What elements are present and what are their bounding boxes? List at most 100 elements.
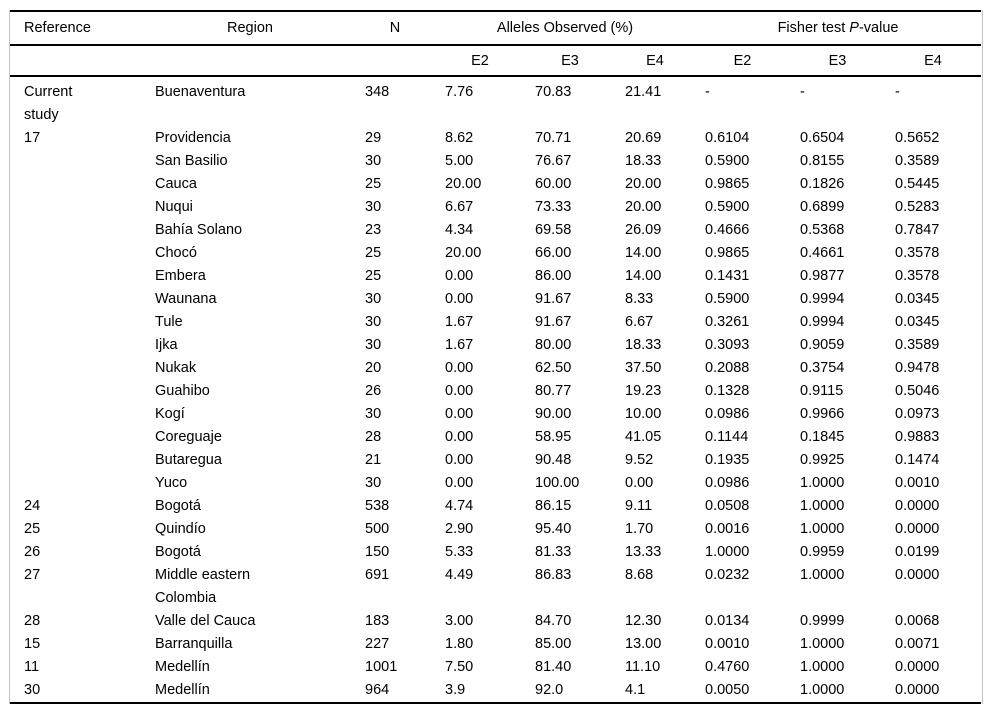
cell-fisher-e4: 0.9883 bbox=[895, 429, 940, 445]
cell-fisher-e4: 0.0000 bbox=[895, 521, 940, 537]
cell-alleles-e4: 20.69 bbox=[625, 130, 662, 146]
cell-fisher-e2: 0.0134 bbox=[705, 613, 750, 629]
subheader-fisher-e3: E3 bbox=[790, 45, 886, 77]
cell-alleles-e2: 5.00 bbox=[445, 153, 474, 169]
cell-n: 30 bbox=[365, 475, 382, 491]
table-row: Bahía Solano 23 4.34 69.58 26.09 0.4666 0.5368… bbox=[10, 219, 981, 242]
cell-reference bbox=[10, 196, 145, 219]
cell-alleles-e3: 73.33 bbox=[535, 199, 572, 215]
cell-fisher-e2: 0.5900 bbox=[705, 291, 750, 307]
cell-fisher-e3: 0.9994 bbox=[800, 314, 845, 330]
cell-alleles-e2: 0.00 bbox=[445, 360, 474, 376]
cell-n: 538 bbox=[365, 498, 390, 514]
cell-region: Butaregua bbox=[155, 452, 222, 468]
cell-fisher-e3: - bbox=[800, 84, 805, 100]
table-row: Guahibo 26 0.00 80.77 19.23 0.1328 0.9115 0.504… bbox=[10, 380, 981, 403]
cell-alleles-e3: 86.83 bbox=[535, 567, 572, 583]
cell-alleles-e4: 11.10 bbox=[625, 659, 661, 675]
cell-fisher-e3: 0.9994 bbox=[800, 291, 845, 307]
cell-n: 25 bbox=[365, 176, 382, 192]
cell-n: 30 bbox=[365, 291, 382, 307]
cell-region: Middle eastern Colombia bbox=[155, 567, 251, 606]
cell-alleles-e3: 58.95 bbox=[535, 429, 572, 445]
column-header-region: Region bbox=[145, 11, 355, 46]
cell-reference: 24 bbox=[24, 498, 41, 514]
cell-fisher-e4: 0.1474 bbox=[895, 452, 940, 468]
cell-alleles-e4: 41.05 bbox=[625, 429, 662, 445]
cell-fisher-e2: 0.1431 bbox=[705, 268, 750, 284]
cell-fisher-e3: 0.8155 bbox=[800, 153, 845, 169]
cell-alleles-e2: 3.9 bbox=[445, 682, 466, 698]
cell-alleles-e3: 91.67 bbox=[535, 291, 572, 307]
cell-reference: 30 bbox=[24, 682, 41, 698]
table-row: Nuqui 30 6.67 73.33 20.00 0.5900 0.6899 0.5283 bbox=[10, 196, 981, 219]
subheader-alleles-e2: E2 bbox=[435, 45, 525, 77]
allele-table-frame: Reference Region N Alleles Observed (%) … bbox=[9, 10, 983, 704]
cell-n: 227 bbox=[365, 636, 390, 652]
cell-reference: 25 bbox=[24, 521, 41, 537]
table-row: Waunana 30 0.00 91.67 8.33 0.5900 0.9994 0.0345 bbox=[10, 288, 981, 311]
cell-alleles-e4: 37.50 bbox=[625, 360, 662, 376]
cell-region: Bahía Solano bbox=[155, 222, 243, 238]
cell-region: Guahibo bbox=[155, 383, 210, 399]
cell-alleles-e4: 14.00 bbox=[625, 268, 662, 284]
cell-reference bbox=[10, 311, 145, 334]
cell-alleles-e2: 7.50 bbox=[445, 659, 474, 675]
cell-fisher-e3: 1.0000 bbox=[800, 659, 845, 675]
cell-reference bbox=[10, 426, 145, 449]
cell-alleles-e4: 12.30 bbox=[625, 613, 662, 629]
cell-n: 183 bbox=[365, 613, 390, 629]
cell-alleles-e2: 20.00 bbox=[445, 245, 482, 261]
cell-n: 30 bbox=[365, 314, 382, 330]
cell-region: Kogí bbox=[155, 406, 185, 422]
cell-reference bbox=[10, 288, 145, 311]
cell-fisher-e3: 1.0000 bbox=[800, 475, 845, 491]
cell-alleles-e4: 13.33 bbox=[625, 544, 662, 560]
cell-fisher-e4: 0.0010 bbox=[895, 475, 940, 491]
cell-region: Chocó bbox=[155, 245, 197, 261]
cell-alleles-e3: 86.15 bbox=[535, 498, 572, 514]
cell-alleles-e4: 14.00 bbox=[625, 245, 662, 261]
cell-alleles-e3: 91.67 bbox=[535, 314, 572, 330]
cell-alleles-e4: 9.52 bbox=[625, 452, 654, 468]
cell-reference: Current study bbox=[24, 84, 73, 123]
cell-alleles-e2: 4.74 bbox=[445, 498, 474, 514]
cell-alleles-e4: 20.00 bbox=[625, 176, 662, 192]
table-row: Tule 30 1.67 91.67 6.67 0.3261 0.9994 0.0345 bbox=[10, 311, 981, 334]
cell-n: 348 bbox=[365, 84, 390, 100]
cell-alleles-e2: 1.67 bbox=[445, 337, 474, 353]
table-row: Coreguaje 28 0.00 58.95 41.05 0.1144 0.1845 0.9… bbox=[10, 426, 981, 449]
header-row-groups: Reference Region N Alleles Observed (%) … bbox=[10, 11, 982, 46]
cell-fisher-e3: 1.0000 bbox=[800, 521, 845, 537]
cell-fisher-e2: 0.9865 bbox=[705, 245, 750, 261]
cell-alleles-e3: 85.00 bbox=[535, 636, 572, 652]
cell-fisher-e3: 1.0000 bbox=[800, 682, 845, 698]
subheader-alleles-e3: E3 bbox=[525, 45, 615, 77]
table-row: 24 Bogotá 538 4.74 86.15 9.11 0.0508 1.0000 0.00… bbox=[10, 495, 981, 518]
cell-alleles-e3: 92.0 bbox=[535, 682, 564, 698]
cell-alleles-e3: 81.40 bbox=[535, 659, 572, 675]
cell-alleles-e4: 20.00 bbox=[625, 199, 662, 215]
cell-fisher-e4: 0.5445 bbox=[895, 176, 940, 192]
cell-fisher-e4: 0.5652 bbox=[895, 130, 940, 146]
cell-fisher-e3: 0.6899 bbox=[800, 199, 845, 215]
cell-region: Medellín bbox=[155, 682, 210, 698]
cell-fisher-e4: 0.0000 bbox=[895, 567, 940, 583]
cell-alleles-e3: 86.00 bbox=[535, 268, 572, 284]
cell-reference bbox=[10, 472, 145, 495]
table-row: 17 Providencia 29 8.62 70.71 20.69 0.6104 0.650… bbox=[10, 127, 981, 150]
cell-fisher-e3: 0.1826 bbox=[800, 176, 845, 192]
cell-n: 28 bbox=[365, 429, 382, 445]
table-row: 25 Quindío 500 2.90 95.40 1.70 0.0016 1.0000 0.0… bbox=[10, 518, 981, 541]
cell-fisher-e3: 1.0000 bbox=[800, 567, 845, 583]
cell-n: 1001 bbox=[365, 659, 398, 675]
cell-region: Barranquilla bbox=[155, 636, 233, 652]
table-row: 28 Valle del Cauca 183 3.00 84.70 12.30 0.0134… bbox=[10, 610, 981, 633]
cell-reference bbox=[10, 265, 145, 288]
cell-region: Nukak bbox=[155, 360, 197, 376]
cell-fisher-e4: 0.0345 bbox=[895, 314, 940, 330]
cell-fisher-e2: 0.2088 bbox=[705, 360, 750, 376]
cell-reference bbox=[10, 380, 145, 403]
empty-header-cell bbox=[145, 45, 355, 77]
cell-alleles-e2: 5.33 bbox=[445, 544, 474, 560]
